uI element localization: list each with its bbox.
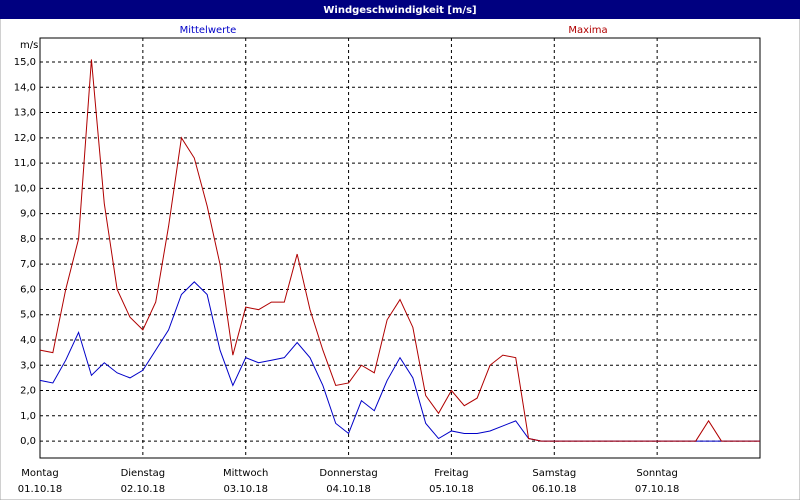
- y-tick-label: 7,0: [20, 259, 36, 270]
- y-tick-label: 2,0: [20, 386, 36, 397]
- y-tick-label: 1,0: [20, 411, 36, 422]
- title-bar: [0, 0, 800, 19]
- y-tick-label: 11,0: [14, 158, 36, 169]
- y-axis-label: m/s: [20, 40, 38, 51]
- x-tick-date: 03.10.18: [223, 484, 268, 495]
- legend-entry: Maxima: [568, 25, 607, 36]
- y-tick-label: 13,0: [14, 108, 36, 119]
- y-tick-label: 4,0: [20, 335, 36, 346]
- x-tick-label: Donnerstag: [319, 468, 377, 479]
- x-tick-date: 07.10.18: [635, 484, 680, 495]
- x-tick-label: Dienstag: [121, 468, 166, 479]
- x-tick-label: Montag: [21, 468, 58, 479]
- y-tick-label: 14,0: [14, 82, 36, 93]
- y-tick-label: 8,0: [20, 234, 36, 245]
- y-tick-label: 10,0: [14, 183, 36, 194]
- y-tick-label: 15,0: [14, 57, 36, 68]
- x-tick-label: Freitag: [434, 468, 468, 479]
- y-tick-label: 12,0: [14, 133, 36, 144]
- y-tick-label: 0,0: [20, 436, 36, 447]
- x-tick-date: 05.10.18: [429, 484, 474, 495]
- x-tick-label: Sonntag: [636, 468, 678, 479]
- legend-entry: Mittelwerte: [180, 25, 237, 36]
- y-tick-label: 6,0: [20, 284, 36, 295]
- x-tick-date: 01.10.18: [18, 484, 63, 495]
- x-tick-label: Samstag: [532, 468, 576, 479]
- x-tick-date: 04.10.18: [326, 484, 371, 495]
- x-tick-date: 06.10.18: [532, 484, 577, 495]
- x-tick-date: 02.10.18: [121, 484, 166, 495]
- series-line: [39, 59, 760, 442]
- y-tick-label: 3,0: [20, 360, 36, 371]
- chart-title: Windgeschwindigkeit [m/s]: [323, 5, 476, 16]
- y-tick-label: 5,0: [20, 310, 36, 321]
- y-tick-label: 9,0: [20, 209, 36, 220]
- x-tick-label: Mittwoch: [223, 468, 268, 479]
